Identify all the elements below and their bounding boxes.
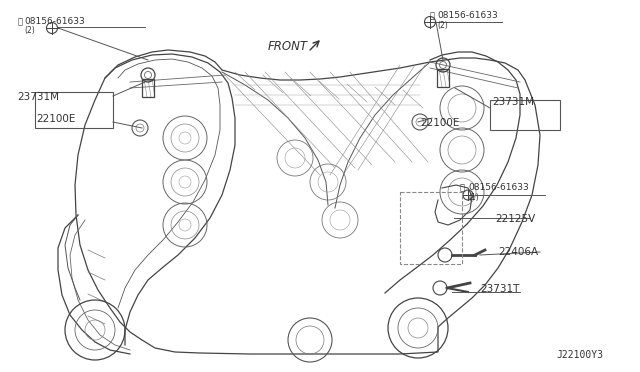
- Text: (2): (2): [437, 21, 448, 30]
- Text: 08156-61633: 08156-61633: [24, 17, 84, 26]
- Text: 23731M: 23731M: [17, 92, 59, 102]
- Text: FRONT: FRONT: [268, 40, 308, 53]
- Text: (2): (2): [24, 26, 35, 35]
- Text: 23731T: 23731T: [480, 284, 520, 294]
- Text: Ⓐ: Ⓐ: [430, 11, 435, 20]
- Text: 08156-61633: 08156-61633: [468, 183, 529, 192]
- Polygon shape: [75, 50, 540, 354]
- Text: 22100E: 22100E: [36, 114, 76, 124]
- Text: 22125V: 22125V: [495, 214, 535, 224]
- Bar: [142, 79, 154, 97]
- Text: 08156-61633: 08156-61633: [437, 11, 498, 20]
- Text: 22100E: 22100E: [420, 118, 460, 128]
- Bar: [35, 92, 113, 128]
- Bar: [437, 69, 449, 87]
- Bar: [400, 192, 462, 264]
- Text: (1): (1): [468, 193, 479, 202]
- Text: Ⓐ: Ⓐ: [18, 17, 23, 26]
- Bar: [490, 100, 560, 130]
- Text: 23731M: 23731M: [492, 97, 534, 107]
- Text: 22406A: 22406A: [498, 247, 538, 257]
- Polygon shape: [435, 185, 472, 225]
- Text: J22100Y3: J22100Y3: [556, 350, 603, 360]
- Text: Ⓐ: Ⓐ: [460, 183, 465, 192]
